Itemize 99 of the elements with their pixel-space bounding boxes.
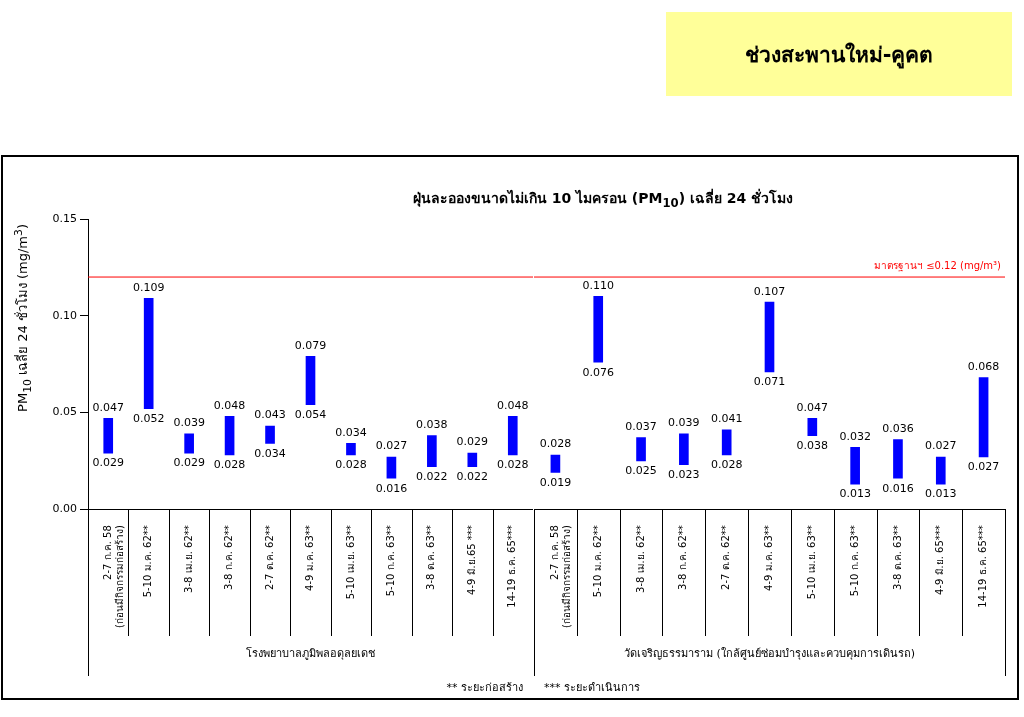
annotation: 0.068 <box>967 360 1000 373</box>
bar <box>103 417 114 454</box>
x-axis-title: วัดเจริญธรรมาราม (ใกล้ศูนย์ซ่อมบำรุงและควบคุมการเดินรถ) <box>623 646 916 660</box>
annotation: 0.027 <box>925 439 957 453</box>
x-tick-label: 14-19 ธ.ค. 65*** <box>977 525 989 608</box>
bar <box>265 425 275 444</box>
bar <box>721 429 732 456</box>
annotation: 0.016 <box>375 481 408 495</box>
annotation: 0.048 <box>497 398 529 412</box>
x-tick-label: 5-10 ม.ค. 62** <box>142 525 154 598</box>
annotation: 0.109 <box>132 280 165 294</box>
x-tick-label: 4-9 มิ.ย. 65*** <box>934 525 946 595</box>
bar <box>346 443 356 456</box>
annotation: 0.052 <box>132 411 165 425</box>
annotation: 0.029 <box>92 456 124 470</box>
bar <box>143 297 154 409</box>
annotation: 0.025 <box>625 464 657 478</box>
bar <box>386 456 397 479</box>
annotation: 0.036 <box>882 421 914 435</box>
bar <box>427 435 437 467</box>
bar <box>807 417 818 437</box>
y-tick-label: 0.00 <box>52 502 77 516</box>
annotation: 0.110 <box>582 278 614 292</box>
x-tick-label: 2-7 ต.ค. 62** <box>263 525 275 590</box>
annotation: 0.023 <box>668 468 700 482</box>
x-tick-label: 4-9 ม.ค. 63** <box>304 525 316 591</box>
x-tick-label: 3-8 เม.ย. 62** <box>634 525 646 593</box>
x-tick-label: 3-8 ต.ค. 63** <box>891 525 903 590</box>
bar <box>764 301 775 373</box>
annotation: 0.034 <box>254 446 286 460</box>
annotation: 0.019 <box>539 475 572 489</box>
bar <box>636 437 646 462</box>
x-tick-label: 2-7 ก.ค. 58 (ก่อนมีกิจกรรมก่อสร้าง) <box>101 525 125 629</box>
bar <box>893 439 903 479</box>
bar <box>679 433 689 466</box>
bar <box>305 356 316 406</box>
annotation: 0.076 <box>582 365 614 379</box>
annotation: 0.032 <box>839 429 871 443</box>
annotation: 0.037 <box>625 419 657 433</box>
annotation: 0.041 <box>710 412 743 426</box>
annotation: 0.048 <box>213 398 246 412</box>
x-tick-label: 5-10 ก.ค. 63** <box>385 525 396 597</box>
x-tick-label: 3-8 ก.ค. 62** <box>677 525 689 590</box>
y-tick-label: 0.10 <box>52 308 77 322</box>
chart-subtitle: ช่วงสะพานใหม่-คูคต <box>666 12 1012 96</box>
x-tick-label: 3-8 ก.ค. 62** <box>223 525 235 590</box>
annotation: 0.038 <box>796 439 829 453</box>
annotation: 0.022 <box>416 469 448 483</box>
x-tick-label: 3-8 ต.ค. 63** <box>425 525 437 590</box>
annotation: 0.047 <box>92 400 124 414</box>
annotation: 0.071 <box>753 375 786 389</box>
annotation: 0.022 <box>456 469 489 483</box>
x-tick-label: 5-10 เม.ย. 63** <box>805 525 817 600</box>
annotation: 0.079 <box>294 338 327 352</box>
annotation: 0.043 <box>254 408 286 422</box>
annotation: 0.034 <box>335 425 367 439</box>
bar <box>224 416 235 456</box>
bar <box>978 377 989 458</box>
annotation: 0.027 <box>375 439 408 453</box>
annotation: 0.107 <box>753 284 786 298</box>
x-tick-label: 4-9 ม.ค. 63** <box>763 525 775 591</box>
annotation: 0.047 <box>796 400 829 414</box>
annotation: 0.013 <box>839 487 871 501</box>
y-tick-label: 0.05 <box>52 405 77 419</box>
text: *** ระยะดำเนินการ <box>544 680 640 694</box>
annotation: 0.039 <box>668 416 700 430</box>
annotation: 0.039 <box>173 416 205 430</box>
x-tick-label: 3-8 เม.ย. 62** <box>182 525 194 593</box>
text: ฝุ่นละอองขนาดไม่เกิน 10 ไมครอน (PM$_{10}$) เฉลี่ย 24 ชั่วโมง <box>411 187 795 210</box>
annotation: 0.028 <box>335 458 367 472</box>
x-tick-label: 5-10 เม.ย. 63** <box>344 525 356 600</box>
annotation: 0.029 <box>173 456 205 470</box>
x-tick-label: 5-10 ก.ค. 63** <box>848 525 860 597</box>
annotation: 0.029 <box>456 435 489 449</box>
x-tick-label: 5-10 ม.ค. 62** <box>591 525 603 598</box>
annotation: 0.028 <box>710 458 743 472</box>
annotation: 0.016 <box>882 481 914 495</box>
x-tick-label: 2-7 ก.ค. 58 (ก่อนมีกิจกรรมก่อสร้าง) <box>549 525 572 629</box>
x-tick-label: 4-9 มิ.ย.65 *** <box>465 525 477 595</box>
bar <box>850 446 860 485</box>
x-tick-label: 14-19 ธ.ค. 65*** <box>506 525 518 608</box>
annotation: 0.028 <box>213 458 246 472</box>
annotation: 0.027 <box>967 460 1000 474</box>
annotation: 0.013 <box>925 487 957 501</box>
annotation: 0.028 <box>497 458 529 472</box>
annotation: 0.028 <box>539 437 572 451</box>
bar <box>184 433 194 454</box>
annotation: 0.038 <box>416 418 448 432</box>
bar <box>550 454 561 473</box>
ref-line-label: มาตรฐานฯ ≤0.12 (mg/m³) <box>873 259 1002 272</box>
bar <box>935 456 946 485</box>
annotation: 0.054 <box>294 408 327 422</box>
x-tick-label: 2-7 ต.ค. 62** <box>720 525 732 590</box>
bar <box>507 416 518 456</box>
x-axis-title: โรงพยาบาลภูมิพลอดุลยเดช <box>246 645 375 660</box>
bar <box>467 452 478 467</box>
y-tick-label: 0.15 <box>52 211 77 225</box>
text: ** ระยะก่อสร้าง <box>446 680 523 694</box>
bar <box>593 296 604 363</box>
